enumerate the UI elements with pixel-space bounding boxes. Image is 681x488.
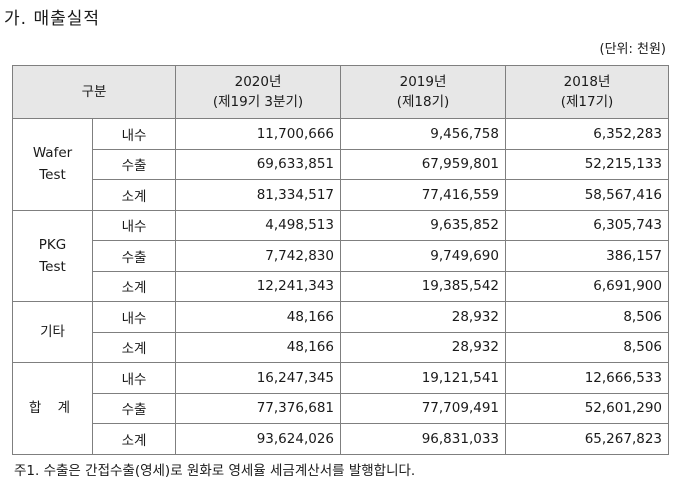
header-year-2020: 2020년 (제19기 3분기) bbox=[175, 65, 341, 119]
value-cell: 7,742,830 bbox=[175, 240, 341, 272]
header-period: (제19기 3분기) bbox=[212, 94, 304, 110]
footnote: 주1. 수출은 간접수출(영세)로 원화로 영세율 세금계산서를 발행합니다. bbox=[14, 463, 416, 479]
value-cell: 28,932 bbox=[340, 331, 506, 363]
sub-label: 수출 bbox=[92, 240, 176, 272]
value-cell: 65,267,823 bbox=[505, 423, 669, 455]
value-cell: 9,456,758 bbox=[340, 118, 506, 150]
value-cell: 16,247,345 bbox=[175, 362, 341, 394]
table-row: 소계 48,166 28,932 8,506 bbox=[13, 331, 669, 363]
value-cell: 77,416,559 bbox=[340, 179, 506, 211]
group-label-line: Test bbox=[39, 258, 66, 275]
value-cell: 52,215,133 bbox=[505, 148, 669, 180]
sub-label: 소계 bbox=[92, 270, 176, 302]
table-row: 수출 69,633,851 67,959,801 52,215,133 bbox=[13, 148, 669, 180]
table-row: 소계 12,241,343 19,385,542 6,691,900 bbox=[13, 270, 669, 302]
group-label-etc: 기타 bbox=[12, 301, 93, 363]
value-cell: 6,691,900 bbox=[505, 270, 669, 302]
group-label-line: Wafer bbox=[32, 145, 73, 162]
header-year-2018: 2018년 (제17기) bbox=[505, 65, 669, 119]
group-label-line: Test bbox=[39, 167, 66, 184]
value-cell: 48,166 bbox=[175, 301, 341, 333]
value-cell: 28,932 bbox=[340, 301, 506, 333]
value-cell: 58,567,416 bbox=[505, 179, 669, 211]
value-cell: 69,633,851 bbox=[175, 148, 341, 180]
header-year-2019: 2019년 (제18기) bbox=[340, 65, 506, 119]
value-cell: 8,506 bbox=[505, 331, 669, 363]
sub-label: 소계 bbox=[92, 423, 176, 455]
value-cell: 48,166 bbox=[175, 331, 341, 363]
table-row: 소계 93,624,026 96,831,033 65,267,823 bbox=[13, 423, 669, 455]
value-cell: 9,635,852 bbox=[340, 209, 506, 241]
value-cell: 6,352,283 bbox=[505, 118, 669, 150]
value-cell: 9,749,690 bbox=[340, 240, 506, 272]
sub-label: 수출 bbox=[92, 392, 176, 424]
table-row: PKG Test 내수 4,498,513 9,635,852 6,305,74… bbox=[12, 209, 669, 302]
sub-label: 소계 bbox=[92, 179, 176, 211]
sub-label: 소계 bbox=[92, 331, 176, 363]
group-label-line: 합 계 bbox=[28, 400, 77, 417]
group-label-line: PKG bbox=[38, 236, 67, 253]
group-label-line: 기타 bbox=[40, 324, 65, 340]
value-cell: 19,121,541 bbox=[340, 362, 506, 394]
table-row: 소계 81,334,517 77,416,559 58,567,416 bbox=[13, 179, 669, 211]
group-label-total: 합 계 bbox=[12, 362, 93, 455]
value-cell: 4,498,513 bbox=[175, 209, 341, 241]
value-cell: 67,959,801 bbox=[340, 148, 506, 180]
unit-label: (단위: 천원) bbox=[599, 42, 667, 57]
value-cell: 12,666,533 bbox=[505, 362, 669, 394]
table-row: 합 계 내수 16,247,345 19,121,541 12,666,533 bbox=[12, 362, 669, 455]
header-year: 2020년 bbox=[234, 74, 282, 90]
value-cell: 52,601,290 bbox=[505, 392, 669, 424]
sub-label: 수출 bbox=[92, 148, 176, 180]
header-year: 2019년 bbox=[399, 74, 447, 90]
table-row: 수출 7,742,830 9,749,690 386,157 bbox=[13, 240, 669, 272]
value-cell: 77,709,491 bbox=[340, 392, 506, 424]
sub-label: 내수 bbox=[92, 362, 176, 394]
group-label-pkg-test: PKG Test bbox=[12, 209, 93, 302]
value-cell: 19,385,542 bbox=[340, 270, 506, 302]
value-cell: 386,157 bbox=[505, 240, 669, 272]
sub-label: 내수 bbox=[92, 118, 176, 150]
sales-table: 구분 2020년 (제19기 3분기) 2019년 (제18기) 2018년 (… bbox=[12, 65, 669, 455]
value-cell: 6,305,743 bbox=[505, 209, 669, 241]
group-label-wafer-test: Wafer Test bbox=[12, 118, 93, 211]
header-category: 구분 bbox=[12, 65, 176, 119]
value-cell: 81,334,517 bbox=[175, 179, 341, 211]
sub-label: 내수 bbox=[92, 209, 176, 241]
table-row: 기타 내수 48,166 28,932 8,506 bbox=[12, 301, 669, 363]
table-row: 수출 77,376,681 77,709,491 52,601,290 bbox=[13, 392, 669, 424]
value-cell: 12,241,343 bbox=[175, 270, 341, 302]
table-row: Wafer Test 내수 11,700,666 9,456,758 6,352… bbox=[12, 118, 669, 211]
value-cell: 11,700,666 bbox=[175, 118, 341, 150]
header-period: (제18기) bbox=[396, 94, 450, 110]
value-cell: 8,506 bbox=[505, 301, 669, 333]
sub-label: 내수 bbox=[92, 301, 176, 333]
section-title: 가. 매출실적 bbox=[4, 9, 101, 29]
header-period: (제17기) bbox=[560, 94, 614, 110]
value-cell: 96,831,033 bbox=[340, 423, 506, 455]
table-header-row: 구분 2020년 (제19기 3분기) 2019년 (제18기) 2018년 (… bbox=[12, 65, 669, 119]
header-year: 2018년 bbox=[563, 74, 611, 90]
value-cell: 93,624,026 bbox=[175, 423, 341, 455]
value-cell: 77,376,681 bbox=[175, 392, 341, 424]
